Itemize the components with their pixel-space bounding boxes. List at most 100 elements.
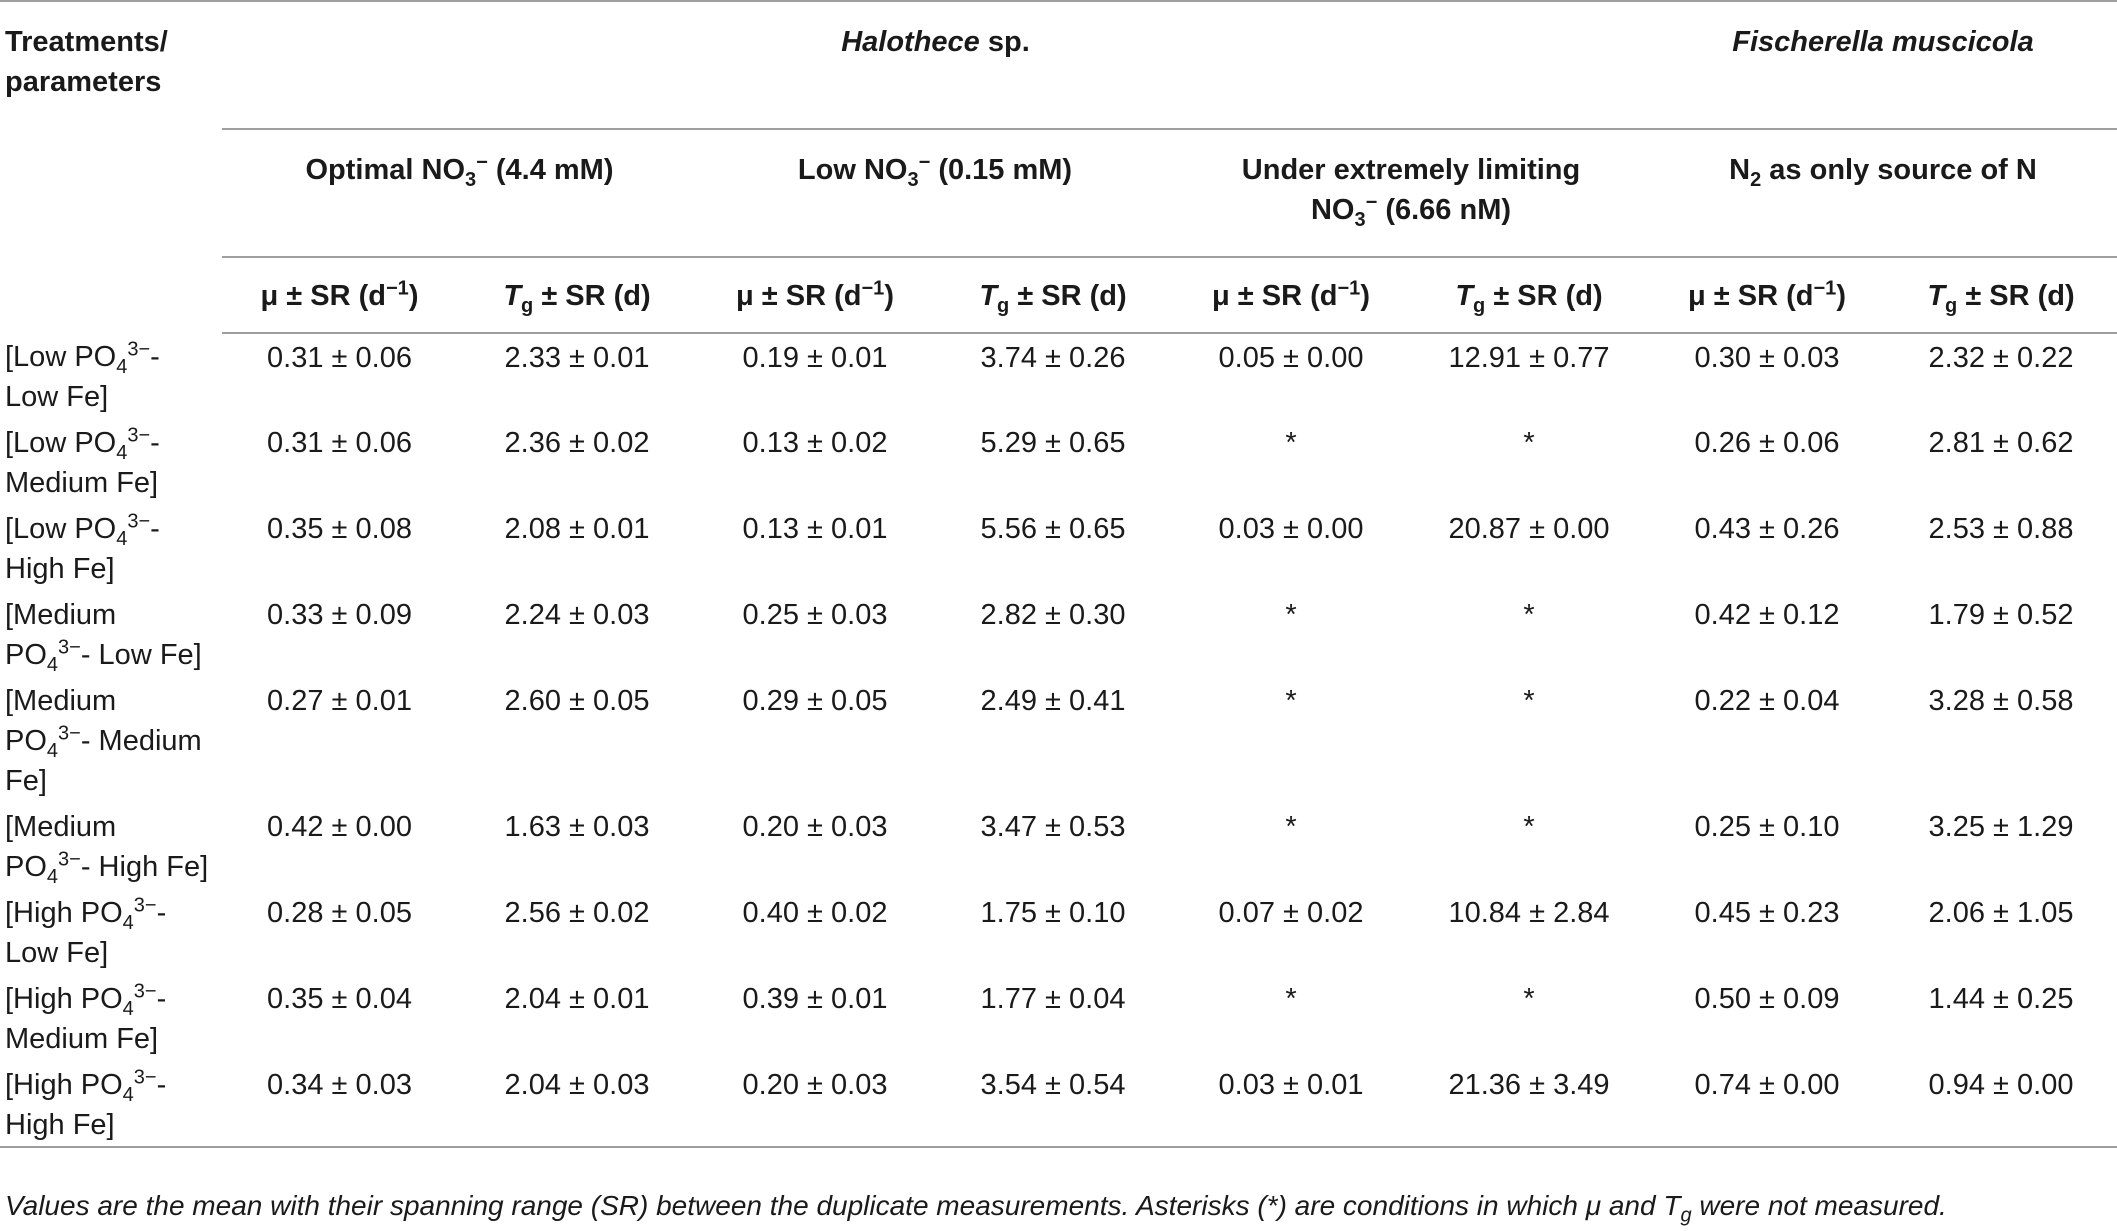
table-row: [High PO43−- High Fe] 0.34 ± 0.03 2.04 ± 0.… (0, 1061, 2117, 1148)
treatment-cell: [Low PO43−- High Fe] (5, 510, 160, 585)
species-halothece-suffix: sp. (979, 26, 1030, 58)
value-cell: 5.56 ± 0.65 (980, 513, 1126, 545)
value-cell: 0.74 ± 0.00 (1649, 1061, 1885, 1148)
value-cell: 0.13 ± 0.02 (742, 427, 888, 459)
condition-low-header: Low NO3− (0.15 mM) (697, 128, 1173, 257)
table-row: [Medium PO43−- Medium Fe] 0.27 ± 0.01 2.60 ±… (0, 677, 2117, 803)
mu-header: μ ± SR (d−1) (1173, 256, 1409, 334)
value-cell: 2.60 ± 0.05 (504, 685, 650, 717)
value-cell: 0.20 ± 0.03 (742, 811, 888, 843)
value-cell: * (1285, 811, 1297, 843)
value-cell: 3.28 ± 0.58 (1928, 685, 2074, 717)
value-cell: 0.30 ± 0.03 (1694, 342, 1840, 374)
table-row: [Low PO43−- High Fe] 0.35 ± 0.08 2.08 ± 0.0… (0, 505, 2117, 591)
value-cell: 2.82 ± 0.30 (980, 599, 1126, 631)
value-cell: * (1523, 599, 1535, 631)
parameter-header-row: μ ± SR (d−1) Tg ± SR (d) μ ± SR (d−1) Tg ± … (0, 256, 2117, 334)
mu-header: μ ± SR (d−1) (1649, 256, 1885, 334)
tg-header: Tg ± SR (d) (933, 256, 1173, 334)
value-cell: 0.22 ± 0.04 (1694, 685, 1840, 717)
value-cell: 21.36 ± 3.49 (1409, 1061, 1649, 1148)
value-cell: 3.47 ± 0.53 (980, 811, 1126, 843)
value-cell: 0.33 ± 0.09 (267, 599, 412, 631)
value-cell: 20.87 ± 0.00 (1448, 513, 1610, 545)
value-cell: 0.94 ± 0.00 (1885, 1061, 2117, 1148)
tg-header: Tg ± SR (d) (1885, 256, 2117, 334)
value-cell: 0.03 ± 0.00 (1218, 513, 1364, 545)
value-cell: 0.31 ± 0.06 (267, 427, 412, 459)
treatment-cell: [Medium PO43−- Medium Fe] (5, 685, 202, 797)
value-cell: 3.54 ± 0.54 (933, 1061, 1173, 1148)
treatment-cell: [High PO43−- Medium Fe] (5, 980, 167, 1055)
value-cell: 0.34 ± 0.03 (222, 1061, 457, 1148)
treatment-cell: [Medium PO43−- High Fe] (5, 811, 209, 888)
value-cell: 3.74 ± 0.26 (980, 342, 1126, 374)
value-cell: 2.06 ± 1.05 (1928, 897, 2074, 929)
mu-header: μ ± SR (d−1) (222, 256, 457, 334)
value-cell: 2.24 ± 0.03 (504, 599, 650, 631)
value-cell: 3.25 ± 1.29 (1928, 811, 2074, 843)
mu-header: μ ± SR (d−1) (697, 256, 933, 334)
value-cell: 1.44 ± 0.25 (1928, 983, 2074, 1015)
value-cell: 0.03 ± 0.01 (1173, 1061, 1409, 1148)
condition-extreme-header: Under extremely limiting NO3− (6.66 nM) (1173, 128, 1649, 257)
value-cell: 0.40 ± 0.02 (742, 897, 888, 929)
treatment-cell: [High PO43−- High Fe] (0, 1061, 222, 1148)
value-cell: 0.35 ± 0.08 (267, 513, 412, 545)
table-row: [Medium PO43−- High Fe] 0.42 ± 0.00 1.63 ± … (0, 803, 2117, 889)
treatment-cell: [High PO43−- Low Fe] (5, 894, 167, 969)
species-fischerella-header: Fischerella muscicola (1649, 0, 2117, 129)
tg-header: Tg ± SR (d) (1409, 256, 1649, 334)
value-cell: * (1285, 685, 1297, 717)
value-cell: 2.36 ± 0.02 (504, 427, 650, 459)
value-cell: 0.45 ± 0.23 (1694, 897, 1840, 929)
value-cell: * (1285, 983, 1297, 1015)
value-cell: 0.13 ± 0.01 (742, 513, 888, 545)
value-cell: 1.79 ± 0.52 (1928, 599, 2074, 631)
treatment-cell: [Low PO43−- Medium Fe] (5, 424, 160, 499)
condition-header-row: Optimal NO3− (4.4 mM) Low NO3− (0.15 mM)… (0, 128, 2117, 257)
value-cell: 12.91 ± 0.77 (1448, 342, 1610, 374)
value-cell: 0.05 ± 0.00 (1218, 342, 1364, 374)
tg-header: Tg ± SR (d) (457, 256, 697, 334)
value-cell: 0.28 ± 0.05 (267, 897, 412, 929)
treatments-header: Treatments/ parameters (0, 0, 222, 333)
value-cell: 1.63 ± 0.03 (504, 811, 650, 843)
value-cell: 0.26 ± 0.06 (1694, 427, 1840, 459)
table-row: [Low PO43−- Low Fe] 0.31 ± 0.06 2.33 ± 0.01… (0, 333, 2117, 419)
value-cell: 0.50 ± 0.09 (1694, 983, 1840, 1015)
treatment-cell: [Low PO43−- Low Fe] (5, 338, 160, 413)
footnote: Values are the mean with their spanning … (5, 1190, 1947, 1227)
value-cell: * (1285, 599, 1297, 631)
table-row: [High PO43−- Medium Fe] 0.35 ± 0.04 2.04 ± … (0, 975, 2117, 1061)
value-cell: 0.31 ± 0.06 (267, 342, 412, 374)
value-cell: 0.39 ± 0.01 (742, 983, 888, 1015)
species-header-row: Treatments/ parameters Halothece sp. Fis… (0, 0, 2117, 333)
value-cell: 0.25 ± 0.10 (1694, 811, 1840, 843)
value-cell: 0.29 ± 0.05 (742, 685, 888, 717)
table-row: [Medium PO43−- Low Fe] 0.33 ± 0.09 2.24 ± 0… (0, 591, 2117, 677)
value-cell: 0.42 ± 0.00 (267, 811, 412, 843)
value-cell: 0.42 ± 0.12 (1694, 599, 1840, 631)
treatments-label-line1: Treatments/ (5, 26, 168, 58)
treatments-label-line2: parameters (5, 66, 162, 98)
species-fischerella-name: Fischerella muscicola (1732, 26, 2034, 58)
table-row: [High PO43−- Low Fe] 0.28 ± 0.05 2.56 ± 0.0… (0, 889, 2117, 975)
value-cell: * (1285, 427, 1297, 459)
value-cell: * (1523, 811, 1535, 843)
species-halothece-name: Halothece (841, 26, 980, 58)
table-body: [Low PO43−- Low Fe] 0.31 ± 0.06 2.33 ± 0.01… (0, 333, 2117, 1148)
value-cell: 0.27 ± 0.01 (267, 685, 412, 717)
species-halothece-header: Halothece sp. (222, 0, 1649, 129)
value-cell: 0.19 ± 0.01 (742, 342, 888, 374)
value-cell: * (1523, 427, 1535, 459)
value-cell: 2.04 ± 0.03 (457, 1061, 697, 1148)
value-cell: 2.08 ± 0.01 (504, 513, 650, 545)
value-cell: 0.35 ± 0.04 (267, 983, 412, 1015)
value-cell: 2.32 ± 0.22 (1928, 342, 2074, 374)
table-row: [Low PO43−- Medium Fe] 0.31 ± 0.06 2.36 ± 0… (0, 419, 2117, 505)
value-cell: 2.53 ± 0.88 (1928, 513, 2074, 545)
value-cell: 0.20 ± 0.03 (697, 1061, 933, 1148)
results-table: Treatments/ parameters Halothece sp. Fis… (0, 0, 2117, 1148)
value-cell: 1.75 ± 0.10 (980, 897, 1126, 929)
